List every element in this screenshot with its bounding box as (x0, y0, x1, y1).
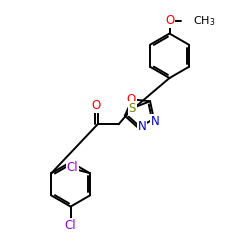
Text: O: O (126, 93, 136, 106)
Text: S: S (128, 102, 136, 115)
Text: O: O (92, 99, 101, 112)
Text: N: N (151, 115, 160, 128)
Text: CH$_3$: CH$_3$ (193, 14, 216, 28)
Text: Cl: Cl (65, 218, 76, 232)
Text: N: N (138, 120, 146, 133)
Text: Cl: Cl (67, 160, 78, 173)
Text: O: O (165, 14, 174, 27)
